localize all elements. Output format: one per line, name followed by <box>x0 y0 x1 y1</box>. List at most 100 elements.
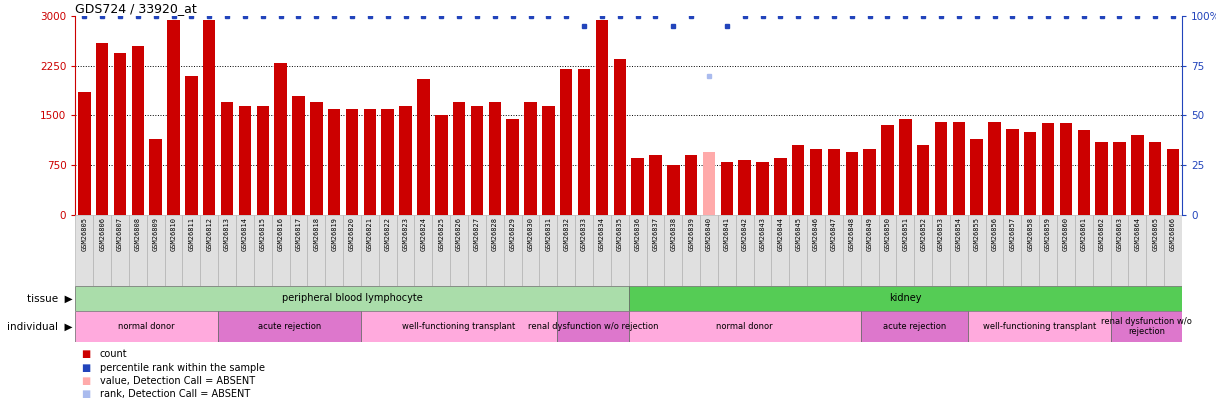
Text: GSM26816: GSM26816 <box>277 217 283 251</box>
Bar <box>914 215 933 286</box>
Bar <box>970 139 983 215</box>
Bar <box>343 215 361 286</box>
Bar <box>1077 130 1090 215</box>
Text: count: count <box>100 349 128 359</box>
Text: percentile rank within the sample: percentile rank within the sample <box>100 362 265 373</box>
Bar <box>559 69 573 215</box>
Text: GSM26814: GSM26814 <box>242 217 248 251</box>
Bar <box>471 106 483 215</box>
Text: kidney: kidney <box>889 293 922 303</box>
Bar <box>1075 215 1093 286</box>
Text: GSM26808: GSM26808 <box>135 217 141 251</box>
Bar <box>593 215 610 286</box>
Bar <box>379 215 396 286</box>
Bar <box>933 215 950 286</box>
Bar <box>325 215 343 286</box>
Bar <box>503 215 522 286</box>
Bar <box>540 215 557 286</box>
Bar <box>810 149 822 215</box>
Bar <box>596 19 608 215</box>
Text: GSM26810: GSM26810 <box>170 217 176 251</box>
Bar <box>952 122 966 215</box>
Bar <box>1059 124 1073 215</box>
Bar <box>236 215 254 286</box>
Bar <box>292 96 305 215</box>
Text: GSM26824: GSM26824 <box>421 217 427 251</box>
Bar <box>843 215 861 286</box>
Bar <box>433 215 450 286</box>
Bar <box>308 215 325 286</box>
Text: GSM26858: GSM26858 <box>1028 217 1034 251</box>
Bar <box>614 59 626 215</box>
Text: acute rejection: acute rejection <box>258 322 321 331</box>
Text: normal donor: normal donor <box>716 322 773 331</box>
Text: peripheral blood lymphocyte: peripheral blood lymphocyte <box>282 293 422 303</box>
Bar <box>1024 132 1036 215</box>
Text: GSM26845: GSM26845 <box>795 217 801 251</box>
Bar <box>664 215 682 286</box>
Bar <box>96 43 108 215</box>
Text: GSM26836: GSM26836 <box>635 217 641 251</box>
Bar <box>1003 215 1021 286</box>
Bar <box>1040 215 1057 286</box>
Text: GSM26835: GSM26835 <box>617 217 623 251</box>
Bar <box>275 62 287 215</box>
Text: individual  ▶: individual ▶ <box>7 322 73 332</box>
Text: GSM26853: GSM26853 <box>938 217 944 251</box>
Bar <box>989 122 1001 215</box>
Bar <box>1057 215 1075 286</box>
Bar <box>700 215 717 286</box>
Text: GSM26841: GSM26841 <box>724 217 730 251</box>
Text: GSM26866: GSM26866 <box>1170 217 1176 251</box>
Bar <box>935 122 947 215</box>
Bar <box>631 158 643 215</box>
Bar <box>94 215 111 286</box>
Bar <box>1147 215 1164 286</box>
Bar <box>789 215 807 286</box>
Text: GSM26837: GSM26837 <box>653 217 658 251</box>
Bar <box>863 149 876 215</box>
Text: GSM26805: GSM26805 <box>81 217 88 251</box>
Bar <box>417 79 429 215</box>
Bar <box>111 215 129 286</box>
Text: GSM26854: GSM26854 <box>956 217 962 251</box>
Text: GSM26817: GSM26817 <box>295 217 302 251</box>
Bar <box>289 215 308 286</box>
Bar <box>717 215 736 286</box>
Bar <box>218 215 236 286</box>
Text: GSM26831: GSM26831 <box>545 217 551 251</box>
Text: normal donor: normal donor <box>118 322 175 331</box>
Bar <box>364 109 376 215</box>
Bar <box>968 215 986 286</box>
Bar <box>1006 129 1019 215</box>
Bar <box>221 102 233 215</box>
Bar <box>489 102 501 215</box>
Bar <box>557 311 629 342</box>
Bar <box>682 215 700 286</box>
Bar <box>882 126 894 215</box>
Bar <box>557 215 575 286</box>
Bar <box>771 215 789 286</box>
Bar <box>578 69 590 215</box>
Text: GSM26864: GSM26864 <box>1135 217 1141 251</box>
Bar <box>203 19 215 215</box>
Text: GSM26863: GSM26863 <box>1116 217 1122 251</box>
Bar <box>147 215 164 286</box>
Bar <box>968 311 1110 342</box>
Bar <box>1128 215 1147 286</box>
Bar <box>649 155 662 215</box>
Text: GSM26820: GSM26820 <box>349 217 355 251</box>
Text: GSM26822: GSM26822 <box>384 217 390 251</box>
Text: GDS724 / 33920_at: GDS724 / 33920_at <box>75 2 197 15</box>
Bar <box>522 215 540 286</box>
Text: GSM26842: GSM26842 <box>742 217 748 251</box>
Bar <box>310 102 322 215</box>
Bar <box>182 215 201 286</box>
Bar <box>792 145 805 215</box>
Bar <box>807 215 824 286</box>
Text: GSM26806: GSM26806 <box>100 217 105 251</box>
Text: value, Detection Call = ABSENT: value, Detection Call = ABSENT <box>100 376 255 386</box>
Bar <box>629 286 1182 311</box>
Bar <box>986 215 1003 286</box>
Text: GSM26815: GSM26815 <box>260 217 266 251</box>
